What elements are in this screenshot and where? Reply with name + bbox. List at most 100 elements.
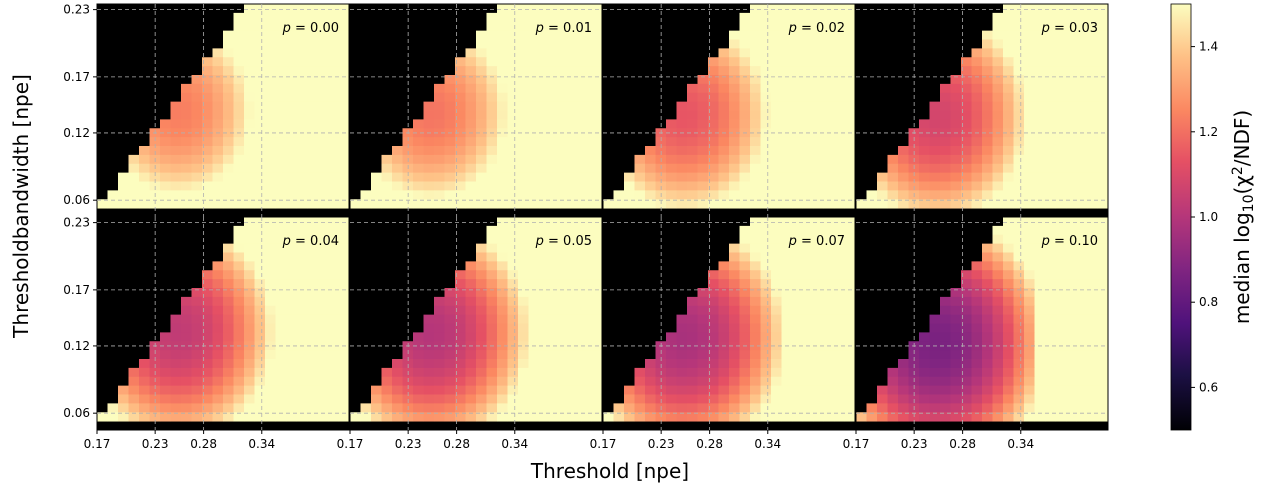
heatmap-cell (940, 172, 951, 182)
heatmap-cell (792, 181, 803, 191)
heatmap-cell (518, 137, 529, 147)
heatmap-cell (1087, 12, 1098, 23)
x-tick-labels: 0.17 0.23 0.28 0.34 0.17 0.23 0.28 0.34 0.17 0.23… (84, 430, 1034, 451)
heatmap-cell (666, 359, 677, 369)
heatmap-cell (265, 359, 276, 369)
heatmap-cell (254, 412, 266, 422)
heatmap-cell (739, 279, 751, 289)
heatmap-cell (823, 21, 835, 32)
heatmap-cell (739, 394, 751, 404)
heatmap-cell (296, 385, 308, 395)
heatmap-cell (444, 110, 456, 120)
heatmap-cell (1066, 199, 1077, 209)
heatmap-cell (265, 181, 276, 191)
heatmap-cell (223, 288, 234, 298)
heatmap-cell (181, 92, 192, 103)
heatmap-cell (1045, 385, 1056, 395)
heatmap-cell (823, 367, 835, 378)
heatmap-cell (296, 75, 308, 85)
heatmap-cell (296, 270, 308, 280)
heatmap-cell (908, 359, 920, 369)
heatmap-cell (708, 279, 719, 289)
heatmap-cell (265, 394, 276, 404)
heatmap-cell (455, 332, 466, 342)
heatmap-cell (139, 199, 150, 209)
heatmap-cell (802, 66, 814, 76)
heatmap-cell (265, 30, 276, 40)
heatmap-cell (1024, 154, 1035, 165)
heatmap-cell (676, 332, 688, 342)
heatmap-cell (1087, 39, 1098, 49)
heatmap-cell (1045, 101, 1056, 111)
heatmap-cell (581, 350, 592, 360)
heatmap-cell (1076, 66, 1088, 76)
heatmap-cell (286, 66, 297, 76)
heatmap-cell (296, 234, 308, 245)
heatmap-cell (813, 101, 824, 111)
heatmap-cell (781, 323, 793, 333)
heatmap-cell (1013, 146, 1025, 156)
heatmap-cell (813, 66, 824, 76)
heatmap-cell (781, 385, 793, 395)
heatmap-cell (539, 367, 550, 378)
heatmap-cell (1087, 172, 1098, 182)
heatmap-cell (1045, 146, 1056, 156)
heatmap-cell (1097, 146, 1109, 156)
heatmap-cell (233, 270, 245, 280)
heatmap-cell (750, 154, 761, 165)
heatmap-cell (254, 83, 266, 94)
heatmap-cell (834, 376, 845, 387)
heatmap-cell (739, 83, 751, 94)
heatmap-cell (497, 225, 508, 236)
heatmap-cell (739, 172, 751, 182)
heatmap-cell (750, 296, 761, 307)
heatmap-cell (813, 261, 824, 271)
heatmap-cell (982, 146, 993, 156)
heatmap-cell (591, 288, 603, 298)
heatmap-cell (781, 403, 793, 413)
heatmap-cell (729, 128, 740, 138)
heatmap-cell (581, 110, 592, 120)
heatmap-cell (244, 21, 255, 32)
heatmap-cell (465, 288, 477, 298)
heatmap-cell (497, 359, 508, 369)
heatmap-cell (961, 146, 972, 156)
heatmap-cell (202, 154, 213, 165)
heatmap-cell (107, 403, 119, 413)
heatmap-cell (139, 172, 150, 182)
heatmap-cell (940, 385, 951, 395)
heatmap-cell (992, 412, 1004, 422)
heatmap-cell (1013, 92, 1025, 103)
heatmap-cell (771, 57, 782, 67)
heatmap-cell (961, 83, 972, 94)
heatmap-cell (676, 359, 688, 369)
heatmap-cell (191, 412, 203, 422)
heatmap-cell (181, 332, 192, 342)
heatmap-cell (1045, 75, 1056, 85)
heatmap-cell (802, 305, 814, 316)
y-tick-label: 0.17 (63, 70, 90, 84)
heatmap-cell (992, 119, 1004, 129)
heatmap-cell (191, 119, 203, 129)
heatmap-cell (655, 137, 667, 147)
heatmap-cell (823, 154, 835, 165)
heatmap-cell (813, 92, 824, 103)
heatmap-cell (296, 119, 308, 129)
heatmap-cell (212, 57, 224, 67)
heatmap-cell (518, 332, 529, 342)
heatmap-cell (465, 119, 477, 129)
heatmap-cell (338, 234, 350, 245)
heatmap-cell (265, 101, 276, 111)
heatmap-cell (581, 30, 592, 40)
heatmap-cell (497, 101, 508, 111)
heatmap-cell (739, 101, 751, 111)
heatmap-cell (286, 146, 297, 156)
heatmap-cell (666, 146, 677, 156)
heatmap-cell (202, 403, 213, 413)
heatmap-cell (518, 394, 529, 404)
heatmap-cell (676, 314, 688, 324)
heatmap-cell (328, 217, 339, 227)
heatmap-cell (181, 83, 192, 94)
heatmap-cell (1013, 243, 1025, 253)
heatmap-cell (275, 48, 287, 58)
